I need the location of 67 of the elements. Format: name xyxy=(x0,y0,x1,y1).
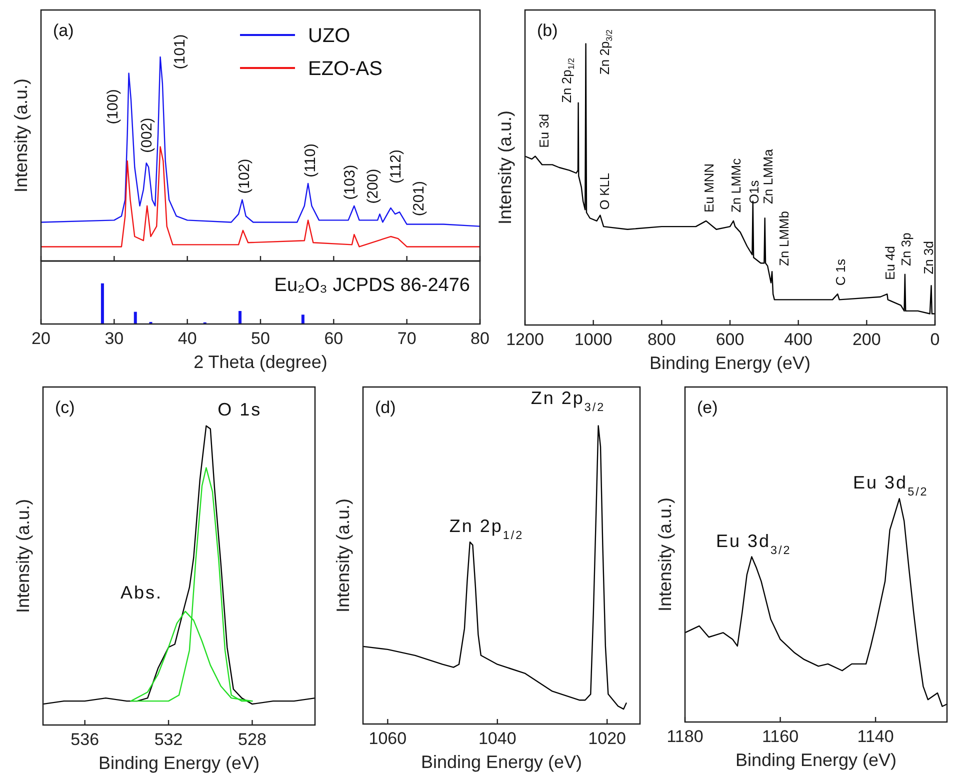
annotation: Zn LMMc xyxy=(728,158,744,213)
annotation: Zn LMMb xyxy=(776,211,791,266)
y-axis-title: Intensity (a.u.) xyxy=(11,78,31,193)
y-axis-title: Intensity (a.u.) xyxy=(13,498,33,614)
x-tick-label: 1020 xyxy=(588,729,626,748)
text: (c) xyxy=(55,398,75,417)
annotation: (002) xyxy=(138,118,155,153)
x-tick-label: 1060 xyxy=(368,729,407,748)
x-axis-title: Binding Energy (eV) xyxy=(98,753,260,773)
x-tick-label: 600 xyxy=(716,330,744,349)
annotation: Eu 4d xyxy=(882,246,897,280)
text: (a) xyxy=(53,21,74,40)
annotation: Eu₂O₃ JCPDS 86-2476 xyxy=(274,275,470,296)
x-axis-title: Binding Energy (eV) xyxy=(735,750,897,770)
text: Zn 2p$_{3/2}$ xyxy=(530,388,606,414)
x-tick-label: 1000 xyxy=(574,330,612,349)
x-tick-label: 0 xyxy=(930,330,940,349)
x-tick-label: 40 xyxy=(178,329,197,348)
text: (b) xyxy=(537,21,558,40)
annotation: (103) xyxy=(341,164,358,200)
annotation: Zn 2p$_{1/2}$ xyxy=(449,516,524,542)
x-tick-label: 1160 xyxy=(762,727,799,746)
x-tick-label: 80 xyxy=(470,329,490,348)
annotation: (201) xyxy=(410,181,428,216)
annotation: Zn 3p xyxy=(898,232,913,266)
annotation: (101) xyxy=(170,34,188,70)
x-axis-title: Binding Energy (eV) xyxy=(420,752,582,772)
y-axis-title: Intensity (a.u.) xyxy=(333,498,353,613)
y-axis-title: Intensity (a.u.) xyxy=(655,497,675,612)
x-tick-label: 30 xyxy=(104,329,124,348)
y-axis-title: Intensity (a.u.) xyxy=(495,110,515,225)
annotation: (110) xyxy=(302,144,319,178)
annotation: Abs. xyxy=(120,582,162,602)
x-tick-label: 1200 xyxy=(506,330,544,349)
annotation: Zn LMMa xyxy=(760,148,776,204)
legend-label: UZO xyxy=(308,25,350,47)
annotation: Eu 3d xyxy=(536,114,551,148)
legend-label: EZO-AS xyxy=(308,58,382,80)
x-axis-title: 2 Theta (degree) xyxy=(194,352,328,372)
annotation: O KLL xyxy=(596,172,612,210)
x-tick-label: 536 xyxy=(70,730,100,749)
x-axis-title: Binding Energy (eV) xyxy=(649,353,811,373)
x-tick-label: 400 xyxy=(784,330,813,349)
x-tick-label: 800 xyxy=(647,330,676,349)
x-tick-label: 50 xyxy=(251,329,270,348)
x-tick-label: 20 xyxy=(32,329,50,348)
text: Eu 3d$_{5/2}$ xyxy=(853,472,928,498)
annotation: C 1s xyxy=(832,258,848,286)
annotation: Eu MNN xyxy=(701,163,716,213)
annotation: Eu 3d$_{3/2}$ xyxy=(716,530,792,556)
x-tick-label: 1180 xyxy=(666,727,704,746)
x-tick-label: 528 xyxy=(238,730,266,749)
x-tick-label: 1140 xyxy=(857,727,894,746)
x-tick-label: 200 xyxy=(852,330,881,349)
x-tick-label: 532 xyxy=(154,730,183,749)
x-tick-label: 1040 xyxy=(478,729,516,748)
annotation: (100) xyxy=(104,89,122,124)
x-tick-label: 60 xyxy=(324,329,344,348)
text: O 1s xyxy=(218,400,262,420)
text: (d) xyxy=(375,398,396,417)
annotation: O1s xyxy=(746,180,761,204)
annotation: (200) xyxy=(364,168,381,204)
text: (e) xyxy=(697,398,718,417)
annotation: Zn 3d xyxy=(920,241,936,274)
annotation: (112) xyxy=(387,150,404,184)
x-tick-label: 70 xyxy=(397,329,416,348)
annotation: (102) xyxy=(235,158,252,194)
